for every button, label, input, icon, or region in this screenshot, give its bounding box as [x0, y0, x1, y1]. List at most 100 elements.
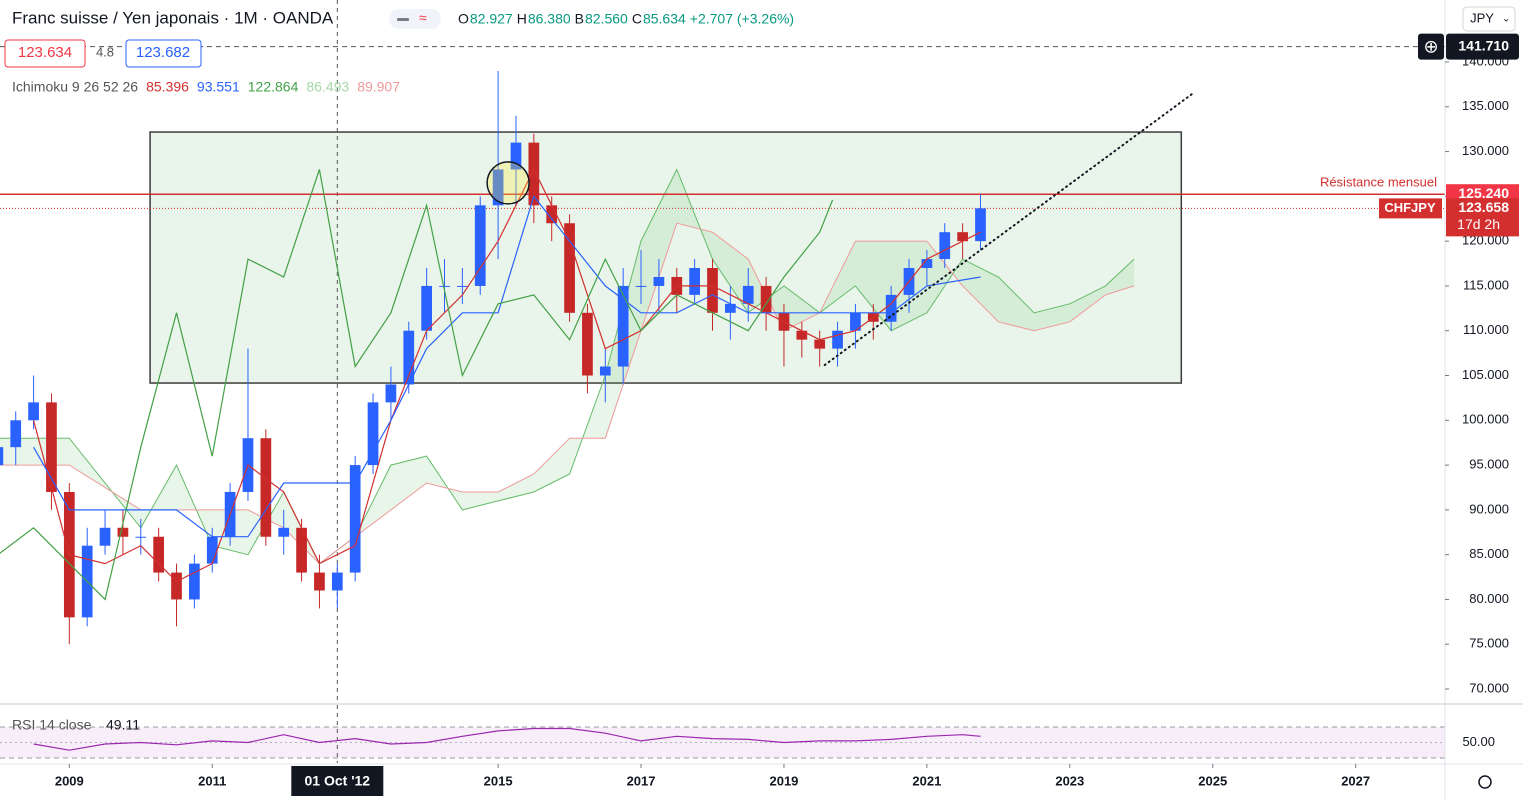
candle-body [0, 447, 4, 466]
rsi-name: RSI 14 close [12, 717, 92, 733]
ohlc-label: H [517, 11, 527, 27]
crosshair-label-bg [291, 766, 384, 796]
high-label: 141.710 [1458, 37, 1509, 53]
ohlc-label: O [458, 11, 469, 27]
ask-box[interactable] [125, 39, 202, 68]
candle-body [921, 259, 933, 269]
candle-body [582, 312, 593, 376]
highlight-circle [486, 161, 530, 205]
candle-body [796, 330, 808, 340]
y-tick-label: 85.000 [1469, 546, 1509, 561]
resistance-name: Résistance mensuel [1320, 175, 1437, 190]
ohlc-value: 82.560 [585, 11, 628, 27]
plus-icon[interactable]: ⊕ [1423, 36, 1438, 56]
candle-body [421, 285, 432, 331]
candle-body [725, 303, 736, 313]
y-tick-label: 105.000 [1462, 367, 1509, 382]
candle-body [153, 536, 165, 573]
dropdown-caret[interactable]: ⌄ [1502, 14, 1510, 25]
x-tick-label: 2015 [484, 773, 513, 788]
candle-body [439, 285, 450, 287]
currency-button[interactable] [1462, 6, 1516, 32]
y-tick-label: 90.000 [1469, 501, 1509, 516]
crosshair-label: 01 Oct '12 [305, 773, 371, 789]
candle-body [689, 268, 700, 295]
candle-body [367, 402, 379, 466]
candle-body [975, 208, 986, 242]
y-tick-label: 80.000 [1469, 591, 1509, 606]
y-tick-label: 135.000 [1462, 98, 1509, 113]
bid[interactable]: 123.634 [18, 44, 72, 61]
ohlc-value: 85.634 [643, 11, 686, 27]
settings-icon[interactable] [1478, 775, 1492, 789]
x-tick-label: 2017 [627, 773, 656, 788]
candle-body [457, 285, 468, 287]
high-plus-bg[interactable] [1418, 33, 1444, 60]
candle-body [510, 142, 522, 170]
ichimoku-line [33, 195, 981, 538]
symbol-label-bg [1379, 198, 1442, 219]
candle-body [957, 232, 968, 242]
y-tick-label: 95.000 [1469, 457, 1509, 472]
candle-body [28, 402, 39, 421]
candle-body [10, 420, 22, 448]
last-price-label: 123.658 [1458, 199, 1509, 215]
candle-body [385, 384, 397, 403]
high-label-bg [1446, 33, 1519, 60]
indicator-value: 86.493 [306, 79, 349, 95]
currency[interactable]: JPY [1470, 10, 1494, 25]
status-icon: ≈ [419, 10, 427, 26]
x-tick-label: 2025 [1198, 773, 1227, 788]
change: +2.707 (+3.26%) [690, 11, 794, 27]
main-pane [0, 0, 1445, 703]
candle-body [832, 330, 843, 349]
candle-body [742, 285, 754, 304]
candle-body [135, 536, 147, 538]
candle-body [528, 142, 540, 206]
indicator-name: Ichimoku 9 26 52 26 [12, 79, 138, 95]
candle-body [349, 465, 361, 573]
ohlc-label: C [632, 11, 642, 27]
ohlc-value: 86.380 [528, 11, 571, 27]
ichimoku-line [0, 169, 834, 601]
y-tick-label: 110.000 [1463, 322, 1509, 337]
y-tick-label: 130.000 [1462, 143, 1509, 158]
x-tick-label: 2027 [1341, 773, 1370, 788]
indicator-value: 85.396 [146, 79, 189, 95]
rsi-line [33, 727, 981, 751]
ohlc-value: 82.927 [470, 11, 513, 27]
ask[interactable]: 123.682 [136, 44, 190, 61]
y-tick-label: 115.000 [1463, 277, 1509, 292]
candle-body [635, 285, 647, 287]
candle-body [850, 312, 861, 331]
candle-body [492, 169, 504, 206]
candle-body [707, 268, 718, 313]
y-tick-label: 70.000 [1469, 680, 1509, 695]
symbol-label: CHFJPY [1384, 200, 1436, 215]
candle-body [99, 527, 111, 546]
x-tick-label: 2021 [912, 773, 941, 788]
trendline [823, 91, 1195, 367]
y-tick-label: 75.000 [1469, 636, 1509, 651]
x-tick-label: 2019 [769, 773, 798, 788]
status-icon [397, 18, 409, 21]
candle-body [403, 330, 415, 385]
bid-box[interactable] [4, 39, 86, 68]
candle-body [564, 223, 575, 313]
rsi-tick-label: 50.00 [1462, 734, 1495, 749]
resistance-label: 125.240 [1458, 185, 1509, 201]
candle-body [885, 294, 897, 322]
rsi-pane [0, 705, 1445, 763]
symbol-title: Franc suisse / Yen japonais · 1M · OANDA [12, 8, 334, 27]
candle-body [474, 205, 486, 286]
countdown: 17d 2h [1457, 216, 1500, 232]
candle-body [617, 285, 629, 367]
indicator-value: 89.907 [357, 79, 400, 95]
candle-body [599, 366, 611, 376]
candle-body [206, 536, 218, 564]
candle-body [117, 527, 129, 537]
candle-body [189, 563, 200, 600]
x-tick-label: 2009 [55, 773, 84, 788]
